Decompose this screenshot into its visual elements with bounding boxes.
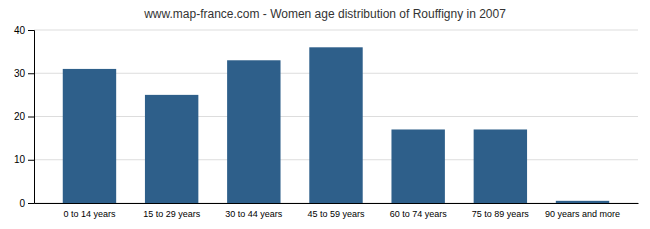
grid-line: [34, 30, 638, 31]
chart: 0 10 20 30 40 0 to 14 years 15 to 29 years 30 t…: [0, 0, 650, 229]
tick-label: 30 to 44 years: [225, 209, 283, 219]
tick: 0 to 14 years: [63, 209, 116, 219]
tick-mark: [28, 203, 34, 204]
tick: 60 to 74 years: [390, 209, 448, 219]
tick-mark: [28, 73, 34, 74]
y-axis: 0 10 20 30 40: [14, 25, 35, 209]
tick: 40: [14, 25, 34, 36]
tick-label: 0 to 14 years: [63, 209, 116, 219]
bar: [145, 95, 198, 203]
tick-label: 75 to 89 years: [472, 209, 530, 219]
axis-line: [28, 31, 35, 204]
x-axis: 0 to 14 years 15 to 29 years 30 to 44 year…: [35, 204, 639, 220]
axis-line: [35, 203, 639, 204]
tick: 75 to 89 years: [472, 209, 530, 219]
tick: 0: [19, 198, 34, 209]
tick-label: 90 years and more: [545, 209, 620, 219]
bar: [391, 129, 444, 203]
tick-label: 20: [14, 111, 26, 122]
tick: 90 years and more: [545, 209, 620, 219]
bar: [556, 201, 609, 203]
bar: [63, 69, 116, 203]
tick-label: 15 to 29 years: [143, 209, 201, 219]
tick: 15 to 29 years: [143, 209, 201, 219]
tick: 45 to 59 years: [307, 209, 365, 219]
plot: 0 10 20 30 40 0 to 14 years 15 to 29 years 30 t…: [14, 25, 639, 220]
bar: [309, 47, 362, 203]
bars: [63, 47, 609, 203]
tick-mark: [28, 160, 34, 161]
tick: 30: [14, 68, 34, 79]
tick-label: 0: [19, 198, 25, 209]
tick: 10: [14, 154, 34, 165]
tick-label: 10: [14, 154, 26, 165]
tick-label: 60 to 74 years: [390, 209, 448, 219]
title: www.map-france.com - Women age distribut…: [143, 7, 506, 21]
tick-mark: [28, 30, 34, 31]
tick-label: 45 to 59 years: [307, 209, 365, 219]
grid: [34, 30, 638, 203]
tick: 30 to 44 years: [225, 209, 283, 219]
tick-label: 40: [14, 25, 26, 36]
tick: 20: [14, 111, 34, 122]
bar: [227, 60, 280, 203]
bar: [474, 129, 527, 203]
tick-label: 30: [14, 68, 26, 79]
tick-mark: [28, 117, 34, 118]
